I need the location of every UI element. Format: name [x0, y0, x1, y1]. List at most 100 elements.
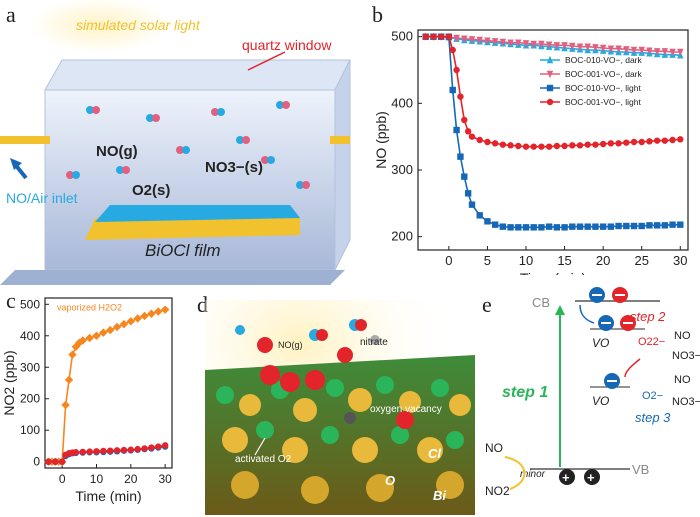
data-point	[120, 446, 128, 454]
activated-arrow	[254, 437, 266, 456]
data-point	[93, 448, 100, 455]
x-tick-label: 0	[59, 472, 66, 486]
data-point	[61, 400, 70, 410]
panel-a-reactor: simulated solar light NO/Air inlet quart…	[0, 0, 351, 285]
data-point	[599, 44, 607, 53]
y-axis-label: NO (ppb)	[373, 111, 389, 169]
svg-text:+: +	[562, 470, 570, 485]
data-point	[545, 143, 553, 150]
data-point	[653, 137, 661, 144]
box-top	[44, 59, 351, 91]
vb-hole-2	[584, 469, 600, 485]
inlet-arrowhead	[10, 158, 22, 170]
data-point	[75, 338, 84, 347]
legend-marker	[546, 98, 554, 106]
data-point	[461, 173, 468, 180]
data-point	[499, 223, 507, 230]
y-tick-label: 500	[391, 29, 413, 44]
x-tick-label: 20	[596, 253, 610, 268]
data-point	[522, 143, 530, 150]
data-point	[630, 138, 638, 146]
data-point	[646, 222, 653, 229]
data-point	[491, 140, 499, 147]
atoms	[216, 319, 471, 504]
data-point	[677, 221, 684, 228]
data-point	[453, 66, 460, 74]
step1-label: step 1	[502, 384, 548, 401]
chart-b: 0 5 10 15 20 25 30 200 300 400 500 Time (min) NO (pp…	[373, 29, 689, 275]
data-point	[669, 136, 676, 144]
o2-minus-label: O2−	[642, 390, 663, 402]
data-point	[457, 153, 464, 160]
legend-label: BOC-001-VO−, light	[565, 97, 641, 107]
data-point	[553, 224, 561, 231]
data-point	[100, 447, 107, 455]
film-substrate	[85, 218, 300, 240]
data-point	[78, 336, 87, 345]
o2-label: O2(s)	[132, 182, 170, 199]
legend-marker	[546, 84, 554, 92]
legend-marker	[546, 70, 554, 79]
data-point	[106, 325, 115, 335]
window-arrow	[247, 51, 286, 71]
data-point	[86, 448, 93, 455]
data-point	[133, 314, 142, 323]
data-point	[155, 443, 162, 450]
data-point	[464, 128, 472, 135]
panel-c-letter: c	[6, 288, 16, 313]
data-point	[484, 37, 491, 45]
x-tick-label: 25	[634, 253, 648, 268]
svg-text:+: +	[587, 470, 595, 485]
data-point	[584, 223, 591, 230]
data-point	[484, 218, 491, 225]
annotation-h2o2: vaporized H2O2	[57, 303, 122, 313]
data-point	[661, 137, 669, 144]
data-point	[530, 40, 537, 49]
x-tick-label: 0	[445, 253, 452, 268]
data-point	[457, 93, 464, 100]
data-point	[669, 221, 676, 228]
x-tick-label: 10	[90, 472, 104, 486]
d-o-label: O	[385, 473, 395, 488]
vo-label-1: VO	[592, 336, 609, 350]
data-point	[58, 458, 66, 465]
y-tick-label: 200	[20, 392, 40, 406]
data-point	[677, 48, 684, 57]
data-point	[530, 143, 537, 150]
x-tick-label: 30	[158, 472, 172, 486]
data-point	[99, 328, 108, 337]
data-point	[484, 138, 491, 146]
legend-label: BOC-001-VO−, dark	[565, 69, 643, 79]
box-base	[0, 270, 345, 285]
minor-arrow	[504, 456, 526, 490]
window-label: quartz window	[242, 37, 332, 53]
x-tick-label: 30	[673, 253, 687, 268]
data-point	[499, 141, 507, 148]
data-point	[476, 212, 483, 219]
data-point	[68, 350, 77, 359]
data-point	[646, 47, 653, 55]
data-point	[507, 39, 514, 47]
plot-frame	[417, 29, 689, 251]
step3-label: step 3	[635, 410, 671, 425]
d-bi-label: Bi	[433, 488, 446, 503]
data-point	[453, 34, 460, 43]
data-point	[538, 143, 545, 150]
data-point	[92, 331, 101, 340]
data-point	[468, 36, 476, 44]
legend-label: BOC-010-VO−, light	[565, 83, 641, 93]
film-label: BiOCl film	[145, 241, 221, 260]
y-axis-label: NO2 (ppb)	[1, 350, 17, 415]
data-point	[576, 223, 584, 230]
data-point	[140, 311, 149, 321]
data-point	[530, 224, 537, 231]
data-point	[422, 33, 429, 40]
data-point	[561, 224, 568, 231]
data-point	[569, 142, 576, 149]
data-point	[522, 40, 530, 48]
x-tick-label: 10	[519, 253, 533, 268]
data-point	[538, 224, 545, 231]
data-point	[592, 141, 599, 148]
y-tick-label: 100	[20, 423, 40, 437]
data-point	[607, 140, 615, 147]
